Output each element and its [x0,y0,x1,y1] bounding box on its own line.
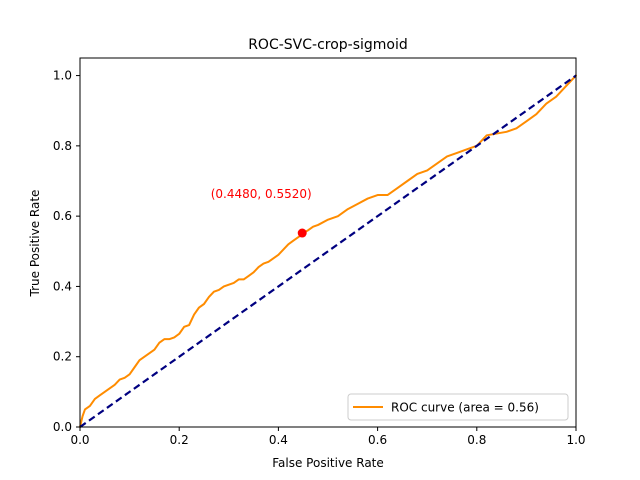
x-tick-label: 0.0 [70,433,89,447]
x-axis-label: False Positive Rate [272,456,384,470]
annotation-point-marker [297,228,307,238]
plot-area: (0.4480, 0.5520) [79,57,577,428]
y-tick-label: 0.0 [53,420,72,434]
legend-entry-label: ROC curve (area = 0.56) [391,401,539,415]
x-tick-label: 0.6 [368,433,387,447]
annotation-label: (0.4480, 0.5520) [211,187,312,201]
y-axis-label: True Positive Rate [28,190,42,298]
chart-title: ROC-SVC-crop-sigmoid [248,37,408,53]
roc-curve-line [79,74,577,428]
axes-frame [79,57,577,428]
y-tick-label: 0.6 [53,209,72,223]
y-tick-label: 1.0 [53,69,72,83]
legend-box [347,393,569,421]
legend: ROC curve (area = 0.56) [347,393,569,421]
axis-ticks: 0.0 0.2 0.4 0.6 0.8 1.0 0.0 0.2 0.4 0.6 0.8 1.0 [53,69,586,447]
x-tick-label: 0.4 [269,433,288,447]
y-tick-label: 0.4 [53,279,72,293]
y-tick-label: 0.8 [53,139,72,153]
diagonal-reference-line [79,74,577,428]
x-tick-label: 0.8 [467,433,486,447]
x-tick-label: 0.2 [170,433,189,447]
y-tick-label: 0.2 [53,350,72,364]
x-tick-label: 1.0 [566,433,585,447]
